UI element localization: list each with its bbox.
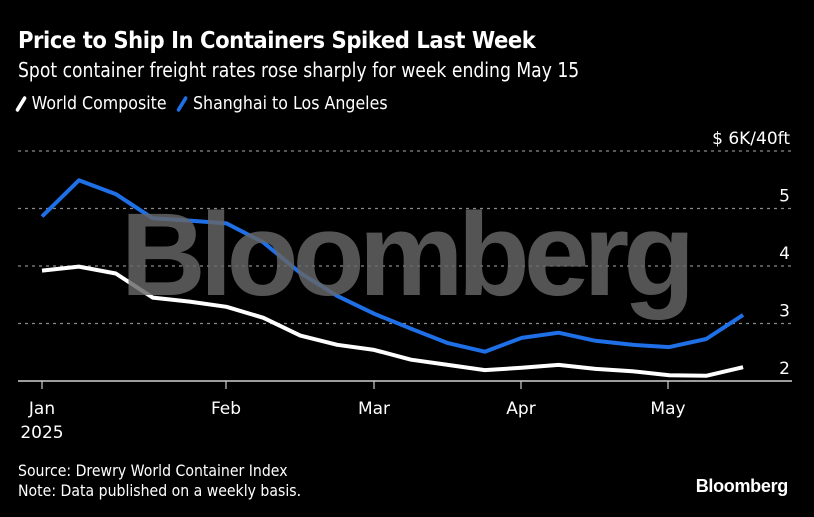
- x-tick-label-feb: Feb: [211, 399, 241, 419]
- y-tick-label-6: $ 6K/40ft: [712, 129, 790, 149]
- data-note: Note: Data published on a weekly basis.: [18, 481, 302, 500]
- bloomberg-logo: Bloomberg: [695, 476, 789, 496]
- series-lines: [40, 178, 745, 378]
- x-tick-label-apr: Apr: [506, 399, 535, 419]
- x-tick-label-jan: Jan: [28, 399, 55, 419]
- legend-label-shanghai-la: Shanghai to Los Angeles: [192, 93, 388, 114]
- y-axis-labels: 2 3 4 5 $ 6K/40ft: [712, 129, 790, 379]
- legend: World Composite Shanghai to Los Angeles: [14, 93, 396, 114]
- watermark: Bloomberg: [121, 189, 690, 321]
- y-tick-label-4: 4: [779, 244, 790, 264]
- x-axis: Jan 2025 Feb Mar Apr May: [18, 380, 792, 443]
- y-tick-label-3: 3: [779, 302, 790, 322]
- legend-item-world-composite: World Composite: [14, 93, 167, 114]
- footer: Source: Drewry World Container Index Not…: [18, 461, 301, 501]
- chart-subtitle: Spot container freight rates rose sharpl…: [18, 58, 580, 82]
- x-tick-label-mar: Mar: [358, 399, 390, 419]
- x-tick-sublabel-year: 2025: [20, 423, 63, 443]
- series-line-shanghai-to-los-angeles: [40, 178, 745, 354]
- source-note: Source: Drewry World Container Index: [18, 461, 288, 480]
- series-line-world-composite: [41, 264, 744, 378]
- y-tick-label-2: 2: [779, 359, 790, 379]
- legend-label-world-composite: World Composite: [31, 93, 167, 114]
- y-tick-label-5: 5: [779, 187, 790, 207]
- legend-item-shanghai-la: Shanghai to Los Angeles: [175, 93, 388, 114]
- chart-title: Price to Ship In Containers Spiked Last …: [18, 28, 536, 54]
- gridlines: [18, 150, 792, 325]
- x-tick-label-may: May: [650, 399, 685, 419]
